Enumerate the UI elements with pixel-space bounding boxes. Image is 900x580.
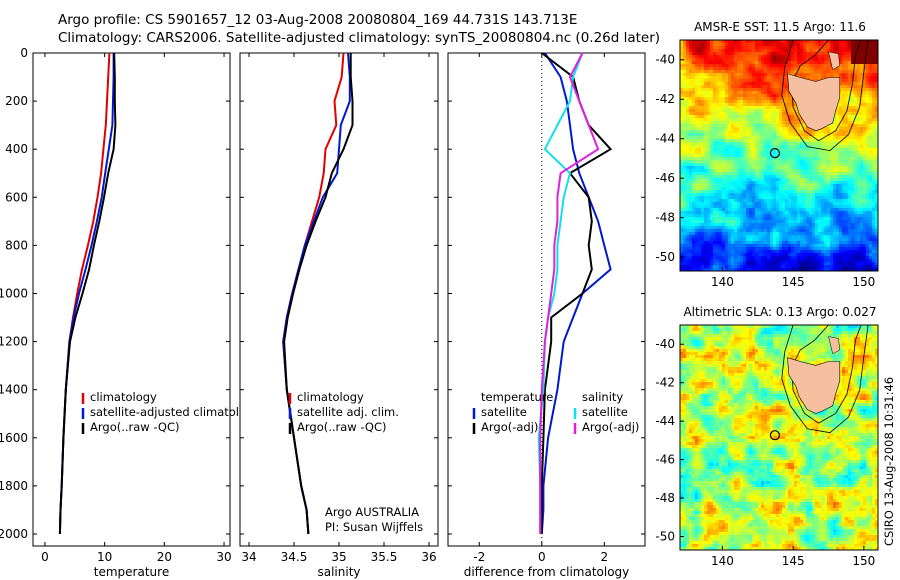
y-tick-label: -50: [655, 250, 675, 264]
sla-map: 140 145 150 -40 -42 -44 -46 -48 -50: [655, 324, 879, 568]
argo-position-marker: [769, 148, 781, 159]
series-line-1: [540, 52, 612, 535]
tasmania-land: [787, 73, 841, 132]
legend-entry: satellite: [582, 405, 628, 419]
x-tick-label: 35.5: [371, 550, 398, 564]
legend-entry: satellite-adjusted climatology: [90, 405, 260, 419]
x-axis-label: temperature: [94, 565, 169, 579]
legend-entry: Argo(..raw -QC): [90, 420, 180, 434]
legend-entry: satellite: [481, 405, 527, 419]
x-axis-label: difference from climatology: [464, 565, 630, 579]
legend-entry: climatology: [90, 390, 157, 404]
y-tick-label: -44: [655, 414, 675, 428]
bathymetry-contour: [781, 39, 869, 152]
x-tick-label: 145: [782, 275, 805, 289]
y-tick-label: -44: [655, 132, 675, 146]
y-tick-label: 400: [5, 142, 28, 156]
map-frame: [679, 39, 879, 272]
y-tick-label: 2000: [0, 527, 28, 541]
header-line-1: Argo profile: CS 5901657_12 03-Aug-2008 …: [58, 12, 578, 28]
series-line-3: [537, 52, 584, 534]
legend-entry: Argo(-adj): [481, 420, 538, 434]
sst-map: 140 145 150 -40 -42 -44 -46 -48 -50: [655, 39, 879, 289]
y-tick-label: -46: [655, 453, 675, 467]
y-tick-label: -42: [655, 376, 675, 390]
y-tick-label: -40: [655, 337, 675, 351]
x-tick-label: -2: [473, 550, 485, 564]
series-line-3: [283, 53, 354, 535]
y-tick-label: -42: [655, 92, 675, 106]
x-tick-label: 10: [97, 550, 112, 564]
island-land: [828, 336, 841, 355]
y-tick-label: 600: [5, 190, 28, 204]
sst-map-title: AMSR-E SST: 11.5 Argo: 11.6: [694, 20, 866, 34]
plot-frame: [447, 52, 646, 547]
x-tick-label: 150: [852, 275, 875, 289]
y-tick-label: 800: [5, 238, 28, 252]
series-line-4: [539, 52, 600, 534]
y-tick-label: -46: [655, 171, 675, 185]
x-axis-label: salinity: [317, 565, 360, 579]
x-tick-label: 140: [711, 275, 734, 289]
y-tick-label: 1400: [0, 383, 28, 397]
plot-frame: [239, 52, 439, 547]
y-tick-label: 0: [20, 46, 28, 60]
y-tick-label: -48: [655, 211, 675, 225]
x-tick-label: 0: [41, 550, 49, 564]
bathymetry-contour: [791, 324, 862, 424]
profile-panel-1: 0 10 20 30 0 200 400 600 800 1000 1200 1400 1600 1800…: [0, 46, 260, 579]
y-tick-label: 1600: [0, 431, 28, 445]
x-tick-label: 140: [711, 554, 734, 568]
x-tick-label: 34.5: [281, 550, 308, 564]
x-tick-label: 2: [601, 550, 609, 564]
plot-frame: [32, 52, 231, 547]
y-tick-label: 1200: [0, 335, 28, 349]
x-tick-label: 34: [241, 550, 256, 564]
profile-panel-2: 34 34.5 35 35.5 36 salinity climatologysatelli…: [239, 52, 439, 579]
y-tick-label: 1800: [0, 479, 28, 493]
y-tick-label: 1000: [0, 286, 28, 300]
series-line-3: [58, 52, 117, 535]
y-tick-label: 200: [5, 94, 28, 108]
y-tick-label: -40: [655, 53, 675, 67]
annotation-text: PI: Susan Wijffels: [325, 520, 423, 534]
x-tick-label: 20: [157, 550, 172, 564]
legend-entry: Argo(..raw -QC): [297, 420, 387, 434]
y-tick-label: -48: [655, 491, 675, 505]
x-tick-label: 35: [331, 550, 346, 564]
x-tick-label: 150: [852, 554, 875, 568]
x-tick-label: 30: [216, 550, 231, 564]
x-tick-label: 145: [782, 554, 805, 568]
x-tick-label: 36: [421, 550, 436, 564]
sla-map-title: Altimetric SLA: 0.13 Argo: 0.027: [683, 305, 877, 319]
legend-entry: Argo(-adj): [582, 420, 639, 434]
x-tick-label: 0: [538, 550, 546, 564]
y-tick-label: -50: [655, 530, 675, 544]
island-land: [828, 51, 841, 70]
map-frame: [679, 324, 879, 551]
bathymetry-contour: [781, 324, 869, 434]
bathymetry-contour: [791, 39, 862, 142]
argo-position-marker: [769, 430, 781, 441]
legend-entry: salinity: [582, 390, 623, 404]
header-line-2: Climatology: CARS2006. Satellite-adjuste…: [58, 30, 661, 46]
legend-entry: satellite adj. clim.: [297, 405, 399, 419]
credit-timestamp: CSIRO 13-Aug-2008 10:31:46: [882, 376, 896, 546]
legend-entry: climatology: [297, 390, 364, 404]
annotation-text: Argo AUSTRALIA: [325, 505, 419, 519]
tasmania-land: [787, 357, 841, 414]
legend-entry: temperature: [481, 390, 553, 404]
